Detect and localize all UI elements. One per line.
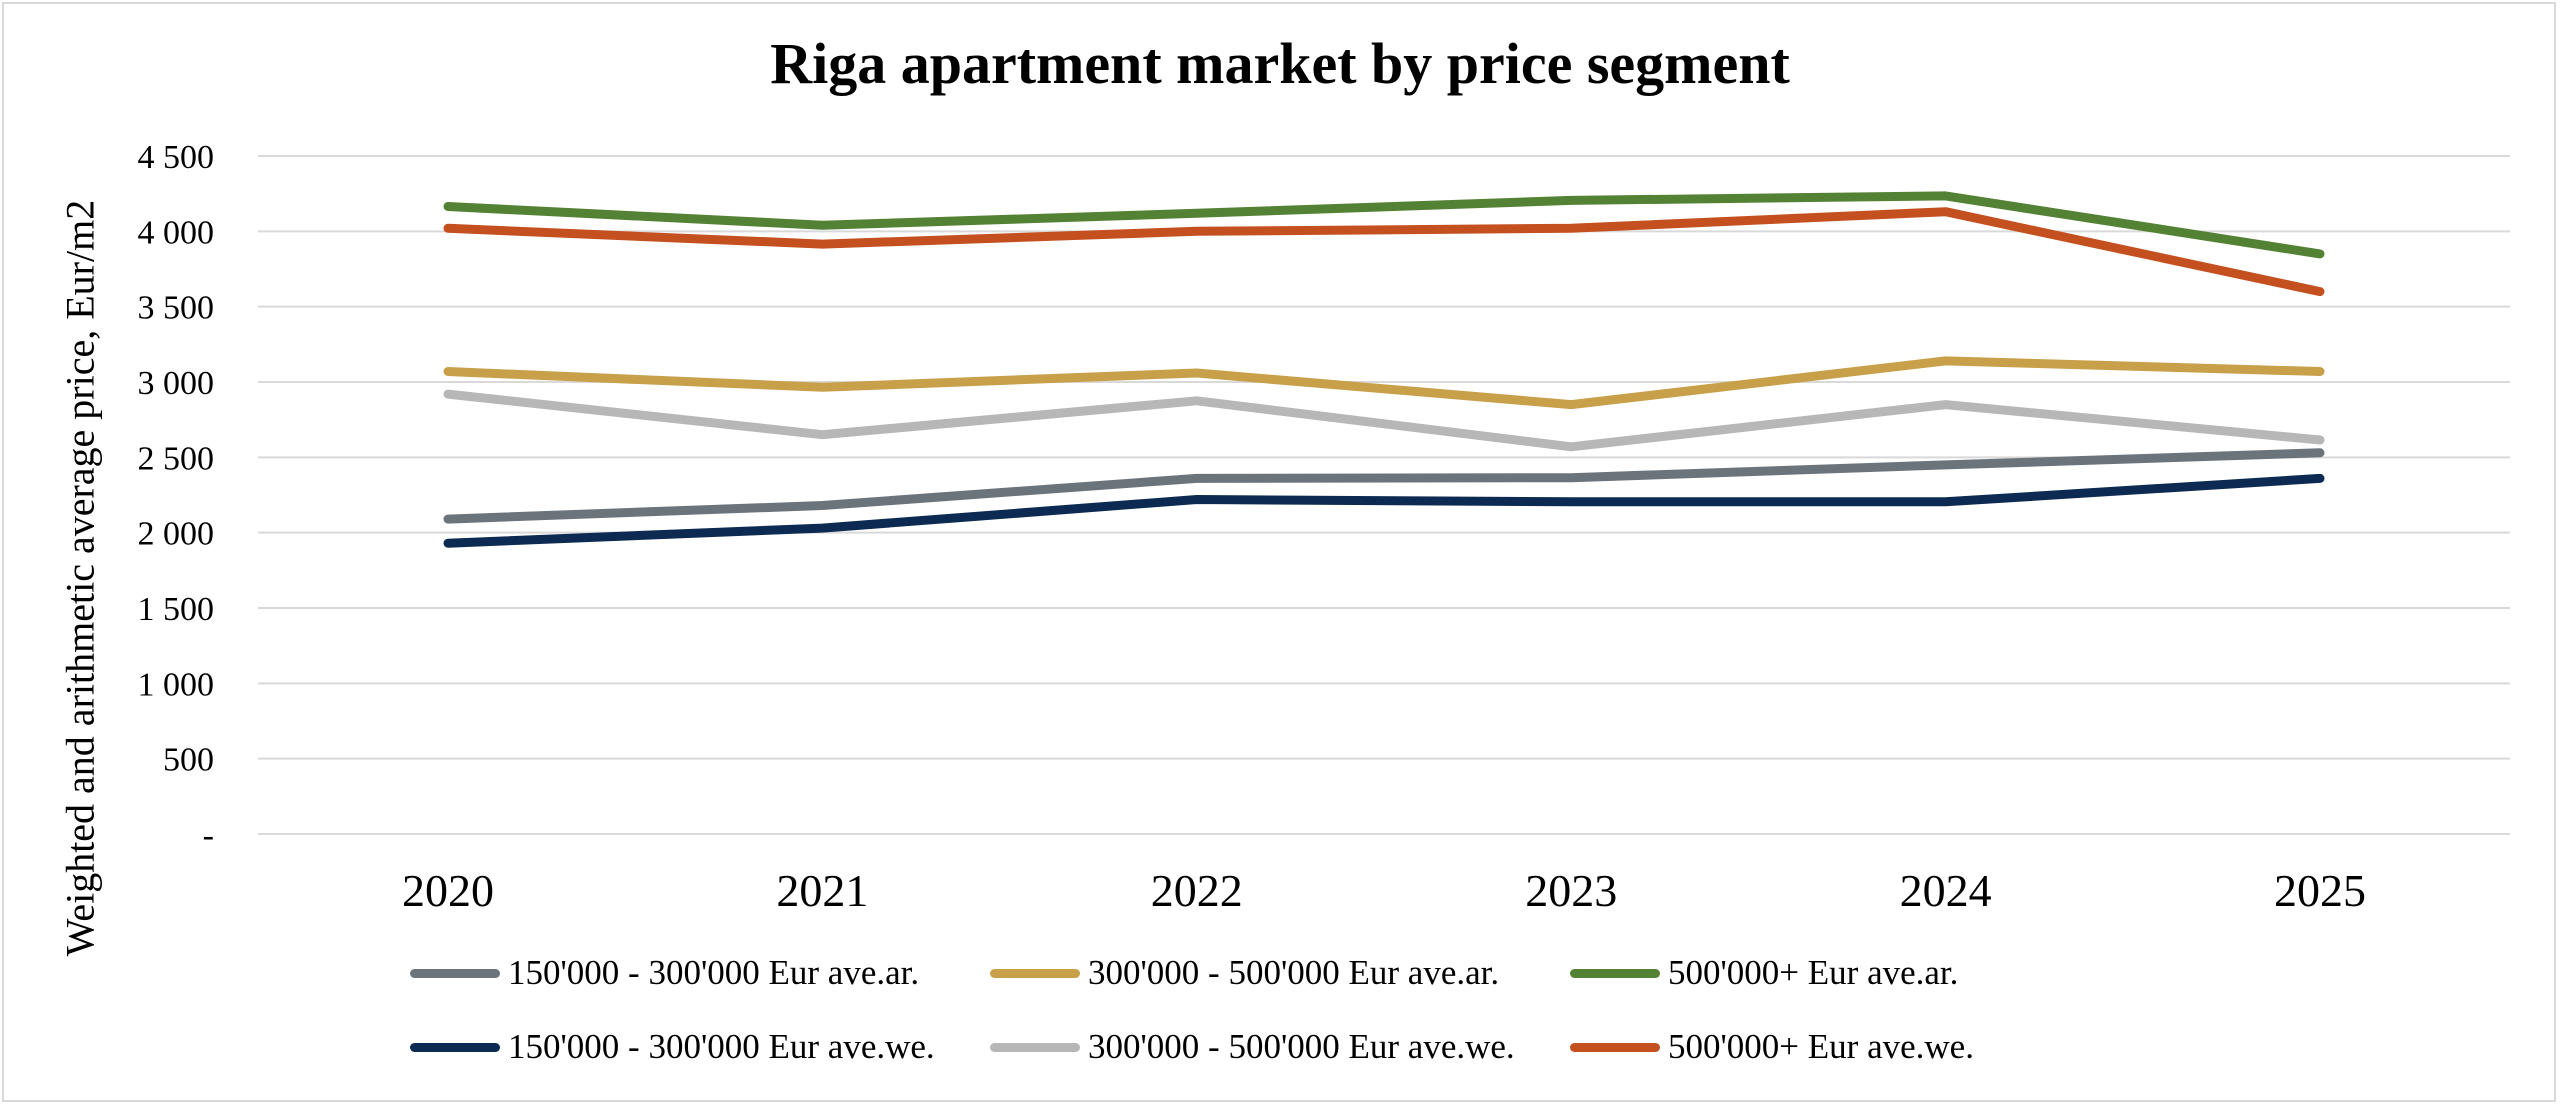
legend-label: 150'000 - 300'000 Eur ave.we. — [508, 1027, 935, 1066]
series-line-3 — [443, 473, 2325, 548]
legend-swatch — [1570, 968, 1660, 978]
legend-label: 500'000+ Eur ave.we. — [1668, 1027, 1974, 1066]
x-tick-label: 2023 — [1525, 865, 1617, 916]
legend-item: 500'000+ Eur ave.ar. — [1570, 948, 2060, 998]
y-tick-label: 1 000 — [138, 666, 215, 703]
legend: 150'000 - 300'000 Eur ave.ar. 300'000 - … — [410, 948, 2060, 1072]
y-tick-label: 2 000 — [138, 516, 215, 553]
legend-item: 150'000 - 300'000 Eur ave.ar. — [410, 948, 990, 998]
series-line-2 — [443, 191, 2325, 259]
series-line-5 — [443, 207, 2325, 297]
legend-swatch — [990, 1042, 1080, 1052]
x-tick-label: 2021 — [776, 865, 868, 916]
legend-item: 150'000 - 300'000 Eur ave.we. — [410, 1022, 990, 1072]
x-tick-label: 2020 — [402, 865, 494, 916]
x-tick-label: 2024 — [1900, 865, 1992, 916]
x-tick-label: 2022 — [1151, 865, 1243, 916]
x-tick-label: 2025 — [2274, 865, 2366, 916]
legend-swatch — [1570, 1042, 1660, 1052]
series-line-4 — [443, 389, 2325, 452]
y-tick-label: 2 500 — [138, 440, 215, 477]
legend-swatch — [990, 968, 1080, 978]
y-tick-label: 4 500 — [138, 139, 215, 176]
y-tick-label: 4 000 — [138, 214, 215, 251]
y-tick-label: 3 000 — [138, 365, 215, 402]
chart-title: Riga apartment market by price segment — [770, 31, 1790, 96]
y-tick-label: 500 — [163, 742, 214, 779]
legend-swatch — [410, 1042, 500, 1052]
series-line-0 — [443, 448, 2325, 524]
legend-swatch — [410, 968, 500, 978]
y-tick-label: 3 500 — [138, 290, 215, 327]
legend-item: 300'000 - 500'000 Eur ave.we. — [990, 1022, 1570, 1072]
legend-item: 500'000+ Eur ave.we. — [1570, 1022, 2060, 1072]
y-tick-label: 1 500 — [138, 591, 215, 628]
y-tick-label: - — [203, 817, 214, 854]
legend-label: 150'000 - 300'000 Eur ave.ar. — [508, 953, 920, 992]
legend-label: 300'000 - 500'000 Eur ave.we. — [1088, 1027, 1515, 1066]
legend-label: 300'000 - 500'000 Eur ave.ar. — [1088, 953, 1500, 992]
legend-label: 500'000+ Eur ave.ar. — [1668, 953, 1959, 992]
legend-item: 300'000 - 500'000 Eur ave.ar. — [990, 948, 1570, 998]
series-line-1 — [443, 356, 2325, 410]
